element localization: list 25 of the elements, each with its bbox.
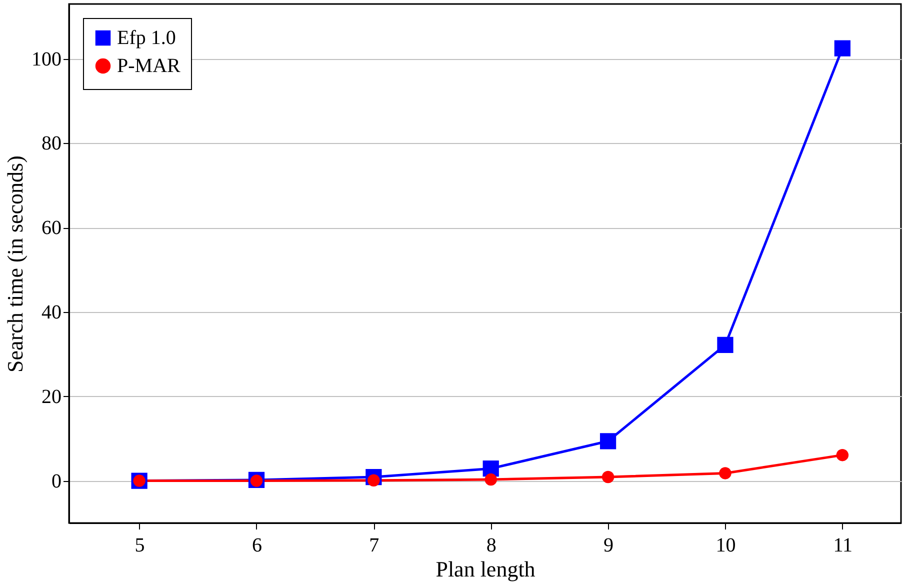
x-tick-label: 8 [486,534,496,556]
point [836,448,849,462]
y-tick-label: 40 [42,302,62,324]
x-tick-label: 7 [369,534,380,556]
y-tick-label: 100 [32,48,62,70]
point [484,473,497,486]
x-tick-label: 11 [833,534,853,556]
x-tick-label: 10 [716,534,736,556]
x-tick-label: 9 [604,534,614,556]
point [602,470,614,484]
legend-label: P-MAR [117,55,182,77]
y-tick-label: 60 [42,217,62,240]
x-tick-label: 5 [134,534,145,556]
y-tick-label: 80 [42,132,62,155]
point [834,40,850,56]
point [482,460,499,477]
y-axis-title: Search time (in seconds) [2,156,28,372]
point [717,336,734,353]
point [600,433,616,450]
y-tick-label: 0 [52,470,62,492]
x-tick-label: 6 [252,534,262,556]
y-tick-label: 20 [42,386,62,408]
legend-label: Efp 1.0 [117,27,176,49]
x-axis-title: Plan length [436,556,536,582]
point [719,467,732,480]
